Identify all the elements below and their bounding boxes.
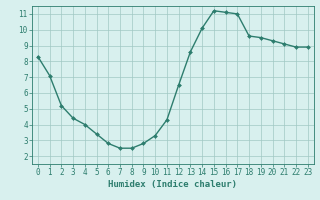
X-axis label: Humidex (Indice chaleur): Humidex (Indice chaleur) <box>108 180 237 189</box>
